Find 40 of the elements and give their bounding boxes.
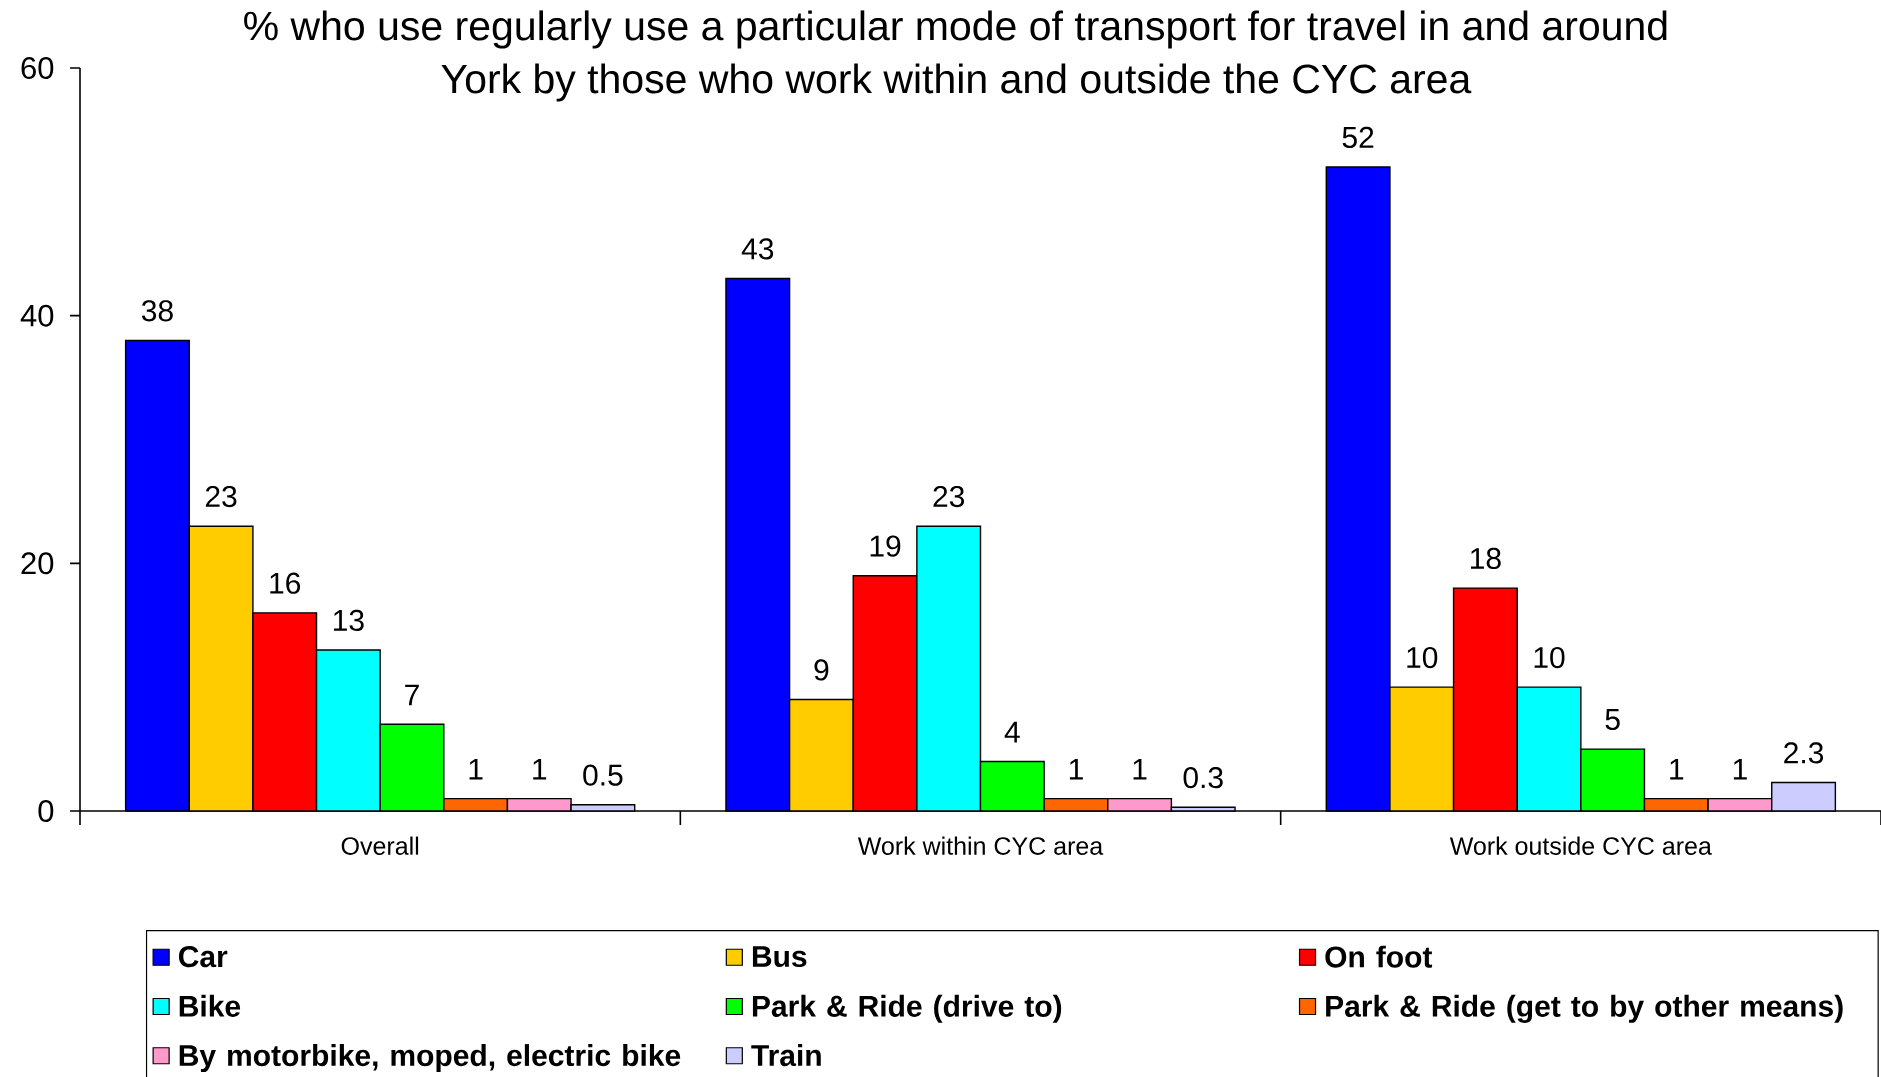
x-tick-label: Overall [341,836,419,855]
legend-label: Park & Ride (drive to) [752,994,1062,1023]
data-label: 5 [1605,709,1620,731]
data-label: 13 [333,609,364,631]
legend-label: Park & Ride (get to by other means) [1326,994,1843,1023]
y-tick-label: 40 [20,304,54,327]
data-label: 9 [814,659,829,681]
data-label: 1 [1133,758,1147,780]
legend-label: Bus [752,946,807,968]
x-tick-label: Work within CYC area [857,836,1104,855]
legend-label: Bike [179,994,241,1017]
data-label: 10 [1407,646,1438,669]
data-label: 1 [533,758,547,780]
data-label: 2.3 [1784,742,1824,764]
y-tick-label: 60 [21,57,54,79]
x-tick-label: Work outside CYC area [1449,836,1712,855]
y-tick-label: 0 [38,800,54,822]
data-label: 52 [1342,126,1374,149]
data-label: 1 [1733,758,1747,780]
data-label: 1 [469,758,483,780]
data-label: 0.5 [583,764,623,786]
legend-label: By motorbike, moped, electric bike [179,1044,681,1073]
data-label: 0.3 [1183,767,1223,789]
legend-label: Car [178,946,228,968]
data-label: 7 [405,684,419,706]
data-label: 16 [270,572,301,594]
data-label: 18 [1470,547,1501,570]
data-label: 23 [205,485,237,508]
data-label: 4 [1004,721,1020,743]
y-tick-label: 20 [21,552,54,575]
data-label: 1 [1670,758,1684,780]
legend-label: Train [751,1044,821,1067]
data-label: 23 [933,485,965,508]
data-label: 43 [741,238,774,260]
data-label: 1 [1069,758,1083,780]
legend-label: On foot [1325,945,1433,968]
chart-title: % who use regularly use a particular mode of transport for travel in and around York by those who work within and outside the CYC area [244,10,1667,102]
data-label: 19 [870,535,901,557]
data-label: 38 [141,300,173,322]
data-label: 10 [1534,646,1565,669]
